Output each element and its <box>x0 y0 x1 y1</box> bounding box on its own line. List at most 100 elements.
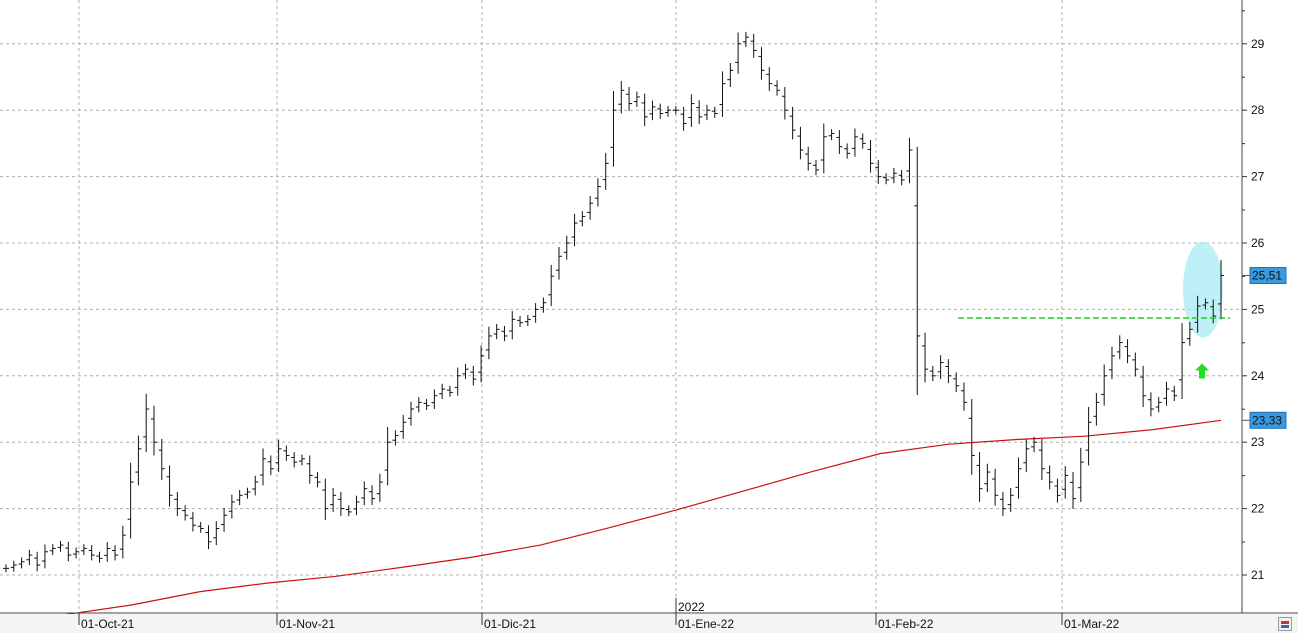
ohlc-bar <box>517 316 524 327</box>
ohlc-bar <box>96 551 103 563</box>
ohlc-bar <box>143 393 150 453</box>
ohlc-bar <box>672 106 679 115</box>
ohlc-bar <box>1163 381 1170 406</box>
ohlc-bar <box>275 439 282 473</box>
ohlc-bar <box>875 160 882 184</box>
ohlc-bar <box>976 452 983 502</box>
ohlc-bar <box>1085 407 1092 466</box>
ohlc-bar <box>322 478 329 520</box>
ohlc-bar <box>369 485 376 505</box>
ohlc-bar <box>735 32 742 74</box>
ohlc-bar <box>1101 364 1108 406</box>
ohlc-bar <box>836 130 843 155</box>
ohlc-bar <box>34 551 41 572</box>
ohlc-bar <box>579 211 586 227</box>
ohlc-bar <box>781 86 788 120</box>
ohlc-bar <box>104 542 111 562</box>
ohlc-bar <box>493 324 500 340</box>
ohlc-bar <box>1077 447 1084 502</box>
ohlc-bar <box>57 540 64 552</box>
highlight-ellipse <box>1183 241 1223 338</box>
ohlc-bar <box>633 91 640 107</box>
x-tick-label: 01-Dic-21 <box>484 617 536 631</box>
ohlc-bar <box>890 167 897 184</box>
ohlc-bar <box>1210 299 1217 324</box>
y-tick-label: 25 <box>1251 302 1265 316</box>
ohlc-bar <box>1140 365 1147 408</box>
ohlc-bar <box>1186 322 1193 346</box>
ohlc-bar <box>1194 295 1201 333</box>
ohlc-bar <box>431 389 438 409</box>
ohlc-bar <box>478 345 485 383</box>
ohlc-bar <box>1007 488 1014 512</box>
ohlc-bar <box>789 106 796 140</box>
ohlc-bar <box>446 385 453 397</box>
ohlc-bar <box>1015 457 1022 499</box>
ohlc-bar <box>641 93 648 127</box>
ohlc-bar <box>548 264 555 307</box>
x-tick-label: 01-Feb-22 <box>878 617 934 631</box>
ma-price-badge: 23,33 <box>1249 411 1287 429</box>
last-price-badge: 25,51 <box>1249 267 1287 285</box>
ohlc-bar <box>205 525 212 550</box>
ohlc-bar <box>711 106 718 118</box>
x-tick-label: 01-Nov-21 <box>279 617 335 631</box>
ohlc-bar <box>353 495 360 516</box>
ohlc-bar <box>968 399 975 475</box>
ohlc-bar <box>228 494 235 519</box>
ohlc-bar <box>10 560 17 572</box>
y-axis-ticks: 21 22 23 24 25 26 27 28 29 <box>1242 10 1265 582</box>
ohlc-bar <box>1070 472 1077 509</box>
ohlc-bar <box>984 463 991 492</box>
ohlc-bar <box>509 311 516 340</box>
ohlc-bars <box>3 31 1224 573</box>
ohlc-bar <box>937 355 944 380</box>
ohlc-bar <box>555 246 562 280</box>
ohlc-bar <box>267 455 274 476</box>
ohlc-bar <box>400 414 407 439</box>
ohlc-bar <box>1046 465 1053 490</box>
ohlc-bar <box>213 521 220 546</box>
ohlc-bar <box>992 468 999 506</box>
ohlc-bar <box>828 129 835 141</box>
ohlc-bar <box>571 213 578 247</box>
ohlc-bar <box>867 140 874 173</box>
year-label: 2022 <box>678 600 705 614</box>
ohlc-bar <box>953 372 960 393</box>
ohlc-bar <box>813 160 819 176</box>
ohlc-bar <box>345 505 352 517</box>
date-grid-lines <box>78 0 1063 613</box>
ohlc-bar <box>1202 298 1209 310</box>
ohlc-bar <box>88 545 95 561</box>
ohlc-bar <box>649 100 656 121</box>
ohlc-bar <box>135 435 142 486</box>
ohlc-bar <box>524 315 531 326</box>
y-tick-label: 24 <box>1251 369 1265 383</box>
y-tick-label: 26 <box>1251 236 1265 250</box>
ohlc-bar <box>392 430 399 446</box>
ohlc-bar <box>1038 438 1045 481</box>
ohlc-bar <box>1062 466 1069 499</box>
ohlc-bar <box>851 128 858 157</box>
y-tick-label: 27 <box>1251 170 1265 184</box>
ma-price-label: 23,33 <box>1252 413 1282 427</box>
ohlc-bar <box>244 487 251 499</box>
ohlc-bar <box>298 454 305 466</box>
ohlc-bar <box>1171 385 1178 402</box>
ohlc-bar <box>805 146 812 171</box>
ohlc-bar <box>898 169 905 186</box>
ohlc-bar <box>80 544 87 556</box>
ohlc-bar <box>423 399 430 410</box>
ohlc-bar <box>774 80 781 96</box>
y-tick-label: 29 <box>1251 37 1265 51</box>
ohlc-bar <box>337 492 344 516</box>
chart-settings-icon[interactable] <box>1278 617 1292 631</box>
ohlc-bar <box>166 465 173 507</box>
ohlc-bar <box>945 359 952 384</box>
ohlc-bar <box>26 549 33 566</box>
ohlc-bar <box>1054 478 1061 503</box>
ohlc-bar <box>883 173 890 185</box>
ohlc-bar <box>960 382 967 411</box>
y-tick-label: 21 <box>1251 568 1265 582</box>
